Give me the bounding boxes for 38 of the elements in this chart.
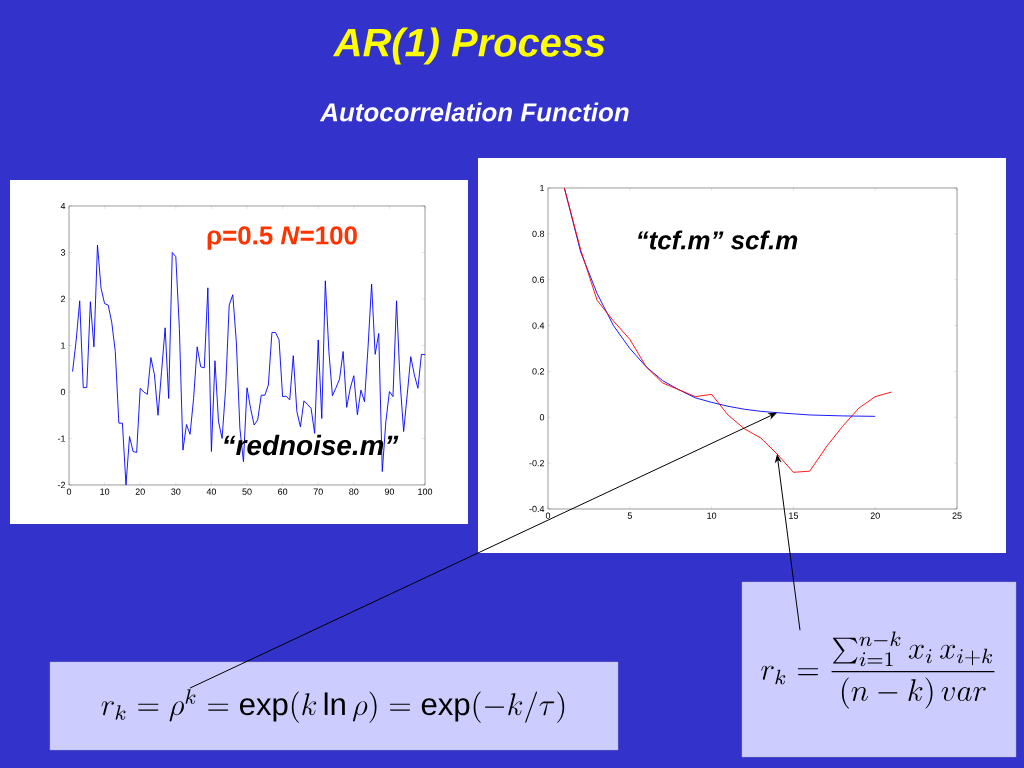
x-tick-label: 90 xyxy=(384,488,395,495)
x-tick-label: 20 xyxy=(870,512,880,519)
x-tick-label: 80 xyxy=(349,488,359,495)
x-tick-label: 60 xyxy=(278,488,288,495)
y-tick-label: 3 xyxy=(60,249,66,256)
y-tick-label: 2 xyxy=(60,295,66,303)
x-tick-label: 25 xyxy=(952,512,962,519)
x-tick-label: 50 xyxy=(242,488,252,495)
chart-title: AR(1) Process xyxy=(332,27,605,65)
y-tick-label: 0 xyxy=(60,388,66,396)
y-tick-label: 1 xyxy=(61,342,66,349)
x-tick-label: 70 xyxy=(313,488,323,495)
y-tick-label: 0.6 xyxy=(532,276,545,283)
x-tick-label: 10 xyxy=(100,488,110,495)
y-tick-label: 4 xyxy=(60,202,66,210)
x-tick-label: 15 xyxy=(789,512,799,519)
annotation: $r_k=\rho^{k}=\exp(k\ln\rho)=\exp(-k/\tau)$ xyxy=(101,689,565,723)
y-tick-label: -2 xyxy=(57,481,66,489)
y-tick-label: 0.2 xyxy=(532,368,545,375)
annotation: ρ=0.5 N=100 xyxy=(207,226,357,250)
x-tick-label: 100 xyxy=(418,488,433,495)
annotation: “tcf.m” scf.m xyxy=(638,230,798,250)
chart-subtitle: Autocorrelation Function xyxy=(319,102,629,122)
annotation: $r_k=\frac{\sum_{i=1}^{n-k} x_i\, x_{i+k}}{(n-k)\,var}$ xyxy=(761,631,995,709)
x-tick-label: 10 xyxy=(707,512,717,519)
y-tick-label: 1 xyxy=(540,184,545,192)
y-tick-label: 0 xyxy=(539,414,545,421)
x-tick-label: 0 xyxy=(66,488,72,495)
y-tick-label: -0.4 xyxy=(529,505,545,513)
y-tick-label: -0.2 xyxy=(529,459,545,467)
x-tick-label: 40 xyxy=(206,488,217,495)
y-tick-label: 0.8 xyxy=(532,230,545,238)
x-tick-label: 5 xyxy=(627,512,632,519)
x-tick-label: 30 xyxy=(171,488,181,495)
x-tick-label: 20 xyxy=(135,488,145,495)
y-tick-label: -1 xyxy=(57,435,66,442)
x-tick-label: 0 xyxy=(545,512,551,519)
y-tick-label: 0.4 xyxy=(532,322,545,329)
